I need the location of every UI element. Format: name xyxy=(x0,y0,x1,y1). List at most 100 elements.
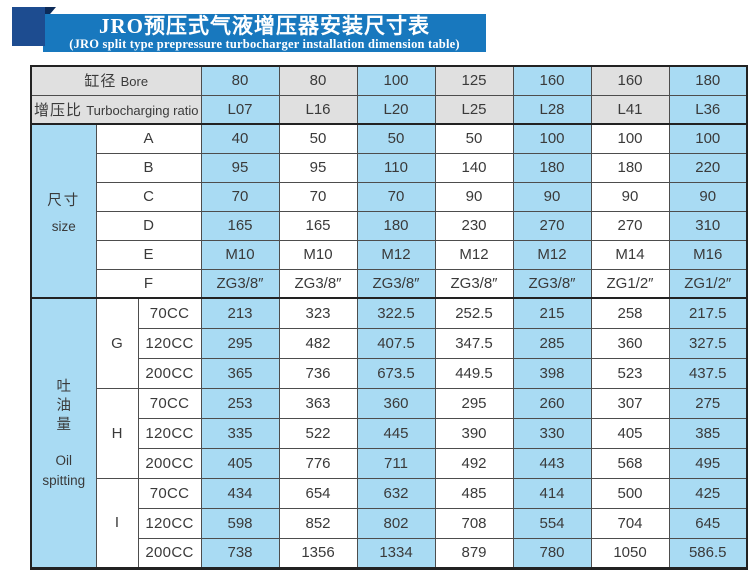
dimension-value-cell: 310 xyxy=(668,210,748,241)
dimension-value-cell: M10 xyxy=(278,239,358,270)
cc-label-cell: 200CC xyxy=(137,447,202,479)
dimension-value-cell: 50 xyxy=(434,123,514,154)
dimension-value-cell: 100 xyxy=(512,123,592,154)
cc-label-cell: 70CC xyxy=(137,297,202,329)
dimension-value-cell: 100 xyxy=(590,123,670,154)
header-value-cell: 160 xyxy=(512,65,592,96)
oil-value-cell: 449.5 xyxy=(434,357,514,389)
dimension-table: 缸径 Bore 80 80 100 125 160 160 180 增压比 Turbocharg… xyxy=(30,65,748,570)
oil-value-cell: 586.5 xyxy=(668,537,748,569)
oil-value-cell: 708 xyxy=(434,507,514,539)
oil-value-cell: 495 xyxy=(668,447,748,479)
dimension-value-cell: 95 xyxy=(278,152,358,183)
dimension-letter-cell: B xyxy=(95,152,202,183)
cc-label-cell: 70CC xyxy=(137,387,202,419)
oil-row-I-70CC: I 70CC 434 654 632 485 414 500 425 xyxy=(31,477,748,569)
oil-value-cell: 523 xyxy=(590,357,670,389)
dimension-value-cell: 270 xyxy=(512,210,592,241)
cc-label-cell: 200CC xyxy=(137,357,202,389)
oil-value-cell: 1356 xyxy=(278,537,358,569)
oil-row-H-200CC: 200CC 405 776 711 492 443 568 495 xyxy=(31,447,748,479)
oil-value-cell: 398 xyxy=(512,357,592,389)
cc-label-cell: 70CC xyxy=(137,477,202,509)
size-row-E: E M10 M10 M12 M12 M12 M14 M16 xyxy=(31,239,748,270)
dimension-value-cell: 70 xyxy=(356,181,436,212)
oil-value-cell: 360 xyxy=(356,387,436,419)
header-value-cell: 80 xyxy=(200,65,280,96)
ratio-label-zh: 增压比 xyxy=(34,101,83,119)
header-value-cell: L16 xyxy=(278,94,358,125)
header-value-cell: L25 xyxy=(434,94,514,125)
oil-value-cell: 363 xyxy=(278,387,358,419)
dimension-value-cell: M12 xyxy=(512,239,592,270)
oil-value-cell: 407.5 xyxy=(356,327,436,359)
size-label-en: size xyxy=(51,218,76,234)
cc-label-cell: 120CC xyxy=(137,417,202,449)
oil-value-cell: 405 xyxy=(200,447,280,479)
dimension-value-cell: 180 xyxy=(356,210,436,241)
oil-row-G-70CC: 吐 油 量 Oil spitting G 70CC 213 323 322.5 252.5 215… xyxy=(30,297,748,569)
dimension-value-cell: 180 xyxy=(590,152,670,183)
bore-row: 缸径 Bore 80 80 100 125 160 160 180 xyxy=(30,65,748,96)
dimension-value-cell: 95 xyxy=(200,152,280,183)
oil-value-cell: 704 xyxy=(590,507,670,539)
oil-value-cell: 335 xyxy=(200,417,280,449)
header-value-cell: L28 xyxy=(512,94,592,125)
dimension-letter-cell: C xyxy=(95,181,202,212)
oil-value-cell: 405 xyxy=(590,417,670,449)
oil-value-cell: 482 xyxy=(278,327,358,359)
size-row-F: F ZG3/8″ ZG3/8″ ZG3/8″ ZG3/8″ ZG3/8″ ZG1/2″ ZG1… xyxy=(31,268,748,299)
dimension-value-cell: 270 xyxy=(590,210,670,241)
dimension-value-cell: M12 xyxy=(434,239,514,270)
ratio-header-cell: 增压比 Turbocharging ratio xyxy=(30,94,202,125)
oil-row-I-200CC: 200CC 738 1356 1334 879 780 1050 586.5 xyxy=(31,537,748,569)
oil-value-cell: 260 xyxy=(512,387,592,419)
oil-value-cell: 780 xyxy=(512,537,592,569)
dimension-value-cell: ZG1/2″ xyxy=(668,268,748,299)
page-subtitle: (JRO split type prepressure turbocharger… xyxy=(69,37,460,51)
oil-row-G-120CC: 120CC 295 482 407.5 347.5 285 360 327.5 xyxy=(31,327,748,359)
title-banner: JRO预压式气液增压器安装尺寸表 (JRO split type prepres… xyxy=(43,14,486,52)
oil-value-cell: 365 xyxy=(200,357,280,389)
oil-value-cell: 711 xyxy=(356,447,436,479)
dimension-value-cell: 180 xyxy=(512,152,592,183)
oil-value-cell: 322.5 xyxy=(356,297,436,329)
size-label-zh: 尺寸 xyxy=(47,192,81,209)
dimension-value-cell: M10 xyxy=(200,239,280,270)
dimension-value-cell: 230 xyxy=(434,210,514,241)
size-row-A: 尺寸 size A 40 50 50 50 100 100 100 xyxy=(30,123,748,299)
dimension-value-cell: 90 xyxy=(512,181,592,212)
oil-value-cell: 295 xyxy=(434,387,514,419)
dimension-value-cell: 50 xyxy=(278,123,358,154)
oil-value-cell: 485 xyxy=(434,477,514,509)
oil-value-cell: 307 xyxy=(590,387,670,419)
oil-letter-cell: I xyxy=(95,477,139,569)
dimension-value-cell: ZG3/8″ xyxy=(200,268,280,299)
oil-value-cell: 645 xyxy=(668,507,748,539)
oil-value-cell: 437.5 xyxy=(668,357,748,389)
dimension-value-cell: 70 xyxy=(200,181,280,212)
header-value-cell: 180 xyxy=(668,65,748,96)
oil-value-cell: 360 xyxy=(590,327,670,359)
oil-value-cell: 443 xyxy=(512,447,592,479)
oil-value-cell: 295 xyxy=(200,327,280,359)
oil-value-cell: 522 xyxy=(278,417,358,449)
oil-value-cell: 217.5 xyxy=(668,297,748,329)
dimension-letter-cell: E xyxy=(95,239,202,270)
cc-label-cell: 120CC xyxy=(137,507,202,539)
oil-value-cell: 414 xyxy=(512,477,592,509)
corner-square-decoration xyxy=(12,7,45,46)
oil-value-cell: 1334 xyxy=(356,537,436,569)
oil-value-cell: 736 xyxy=(278,357,358,389)
oil-value-cell: 434 xyxy=(200,477,280,509)
dimension-value-cell: 50 xyxy=(356,123,436,154)
dimension-value-cell: ZG3/8″ xyxy=(434,268,514,299)
oil-value-cell: 445 xyxy=(356,417,436,449)
oil-value-cell: 632 xyxy=(356,477,436,509)
oil-value-cell: 323 xyxy=(278,297,358,329)
header-value-cell: L41 xyxy=(590,94,670,125)
dimension-value-cell: ZG1/2″ xyxy=(590,268,670,299)
dimension-value-cell: M16 xyxy=(668,239,748,270)
ratio-row: 增压比 Turbocharging ratio L07 L16 L20 L25 L28 L4… xyxy=(30,94,748,125)
dimension-table-body: 缸径 Bore 80 80 100 125 160 160 180 增压比 Turbocharg… xyxy=(30,65,748,569)
